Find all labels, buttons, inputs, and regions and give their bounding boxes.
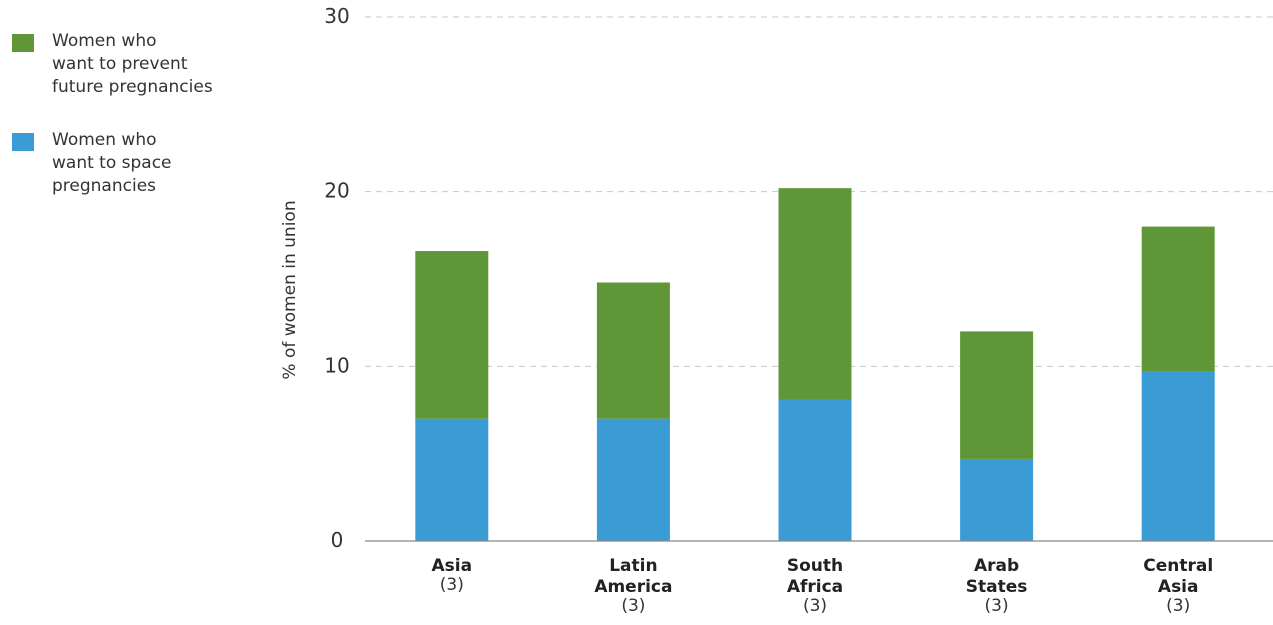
legend-swatch-prevent: [12, 34, 34, 52]
legend-label-line: Women who: [52, 31, 157, 51]
legend-swatch-space: [12, 133, 34, 151]
x-tick-label: South: [787, 556, 843, 576]
y-tick-label: 10: [324, 353, 349, 377]
x-tick-count-label: (3): [1166, 596, 1190, 616]
bar-segment-prevent: [596, 282, 670, 419]
legend-label-line: want to prevent: [52, 54, 188, 74]
bar-segment-space: [778, 399, 852, 541]
x-tick-label: Arab: [974, 556, 1019, 576]
legend-item-prevent: Women who want to prevent future pregnan…: [12, 30, 242, 99]
legend-label-line: want to space: [52, 153, 172, 173]
x-tick-count-label: (3): [985, 596, 1009, 616]
legend-label-line: Women who: [52, 130, 157, 150]
x-tick-count-label: (3): [440, 575, 464, 595]
y-tick-label: 20: [324, 179, 349, 203]
bar-segment-space: [1141, 371, 1215, 541]
chart-legend: Women who want to prevent future pregnan…: [12, 30, 242, 228]
bars: [415, 188, 1215, 541]
x-tick-label: States: [966, 577, 1028, 597]
y-tick-label: 0: [331, 528, 344, 552]
legend-label-line: pregnancies: [52, 176, 157, 196]
x-tick-label: Africa: [787, 577, 843, 597]
bar-segment-prevent: [960, 331, 1034, 459]
x-tick-label: America: [594, 577, 672, 597]
x-tick-label: Asia: [432, 556, 473, 576]
axes: 0102030Asia(3)LatinAmerica(3)SouthAfrica…: [324, 4, 1273, 616]
x-tick-label: Latin: [609, 556, 657, 576]
legend-label-line: future pregnancies: [52, 77, 213, 97]
x-tick-count-label: (3): [621, 596, 645, 616]
y-axis-label: % of women in union: [280, 200, 300, 379]
legend-label-space: Women who want to space pregnancies: [52, 129, 242, 198]
bar-segment-space: [960, 458, 1034, 541]
x-tick-label: Central: [1143, 556, 1213, 576]
bar-segment-space: [596, 418, 670, 541]
bar-segment-prevent: [778, 188, 852, 400]
x-tick-label: Asia: [1158, 577, 1199, 597]
legend-label-prevent: Women who want to prevent future pregnan…: [52, 30, 242, 99]
bar-segment-prevent: [1141, 226, 1215, 372]
x-tick-count-label: (3): [803, 596, 827, 616]
bar-segment-space: [415, 418, 489, 541]
legend-item-space: Women who want to space pregnancies: [12, 129, 242, 198]
bar-segment-prevent: [415, 251, 489, 419]
y-tick-label: 30: [324, 4, 349, 28]
